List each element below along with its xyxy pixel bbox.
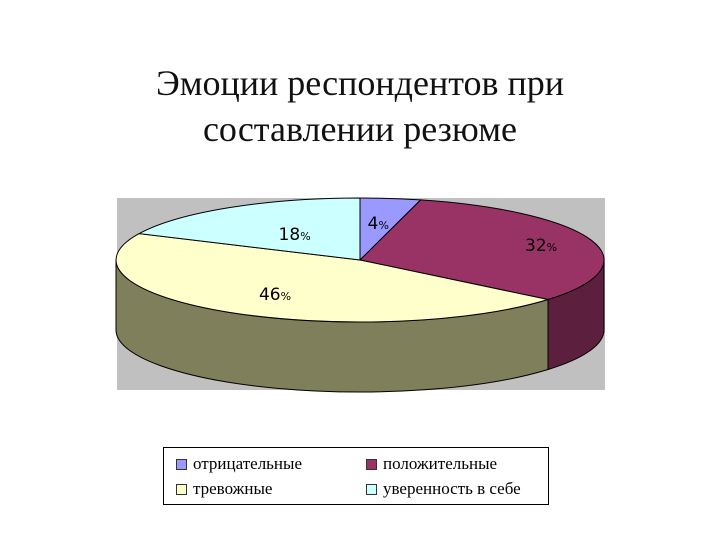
- data-label-1: 32%: [525, 236, 557, 256]
- legend-item-1: положительные: [366, 453, 497, 475]
- data-label-3: 18%: [279, 225, 311, 245]
- legend-label-0: отрицательные: [193, 454, 302, 473]
- data-label-0: 4%: [368, 214, 389, 234]
- legend-swatch-2: [176, 483, 187, 495]
- legend-label-1: положительные: [383, 454, 498, 473]
- legend-item-2: тревожные: [176, 478, 272, 500]
- legend-label-2: тревожные: [193, 479, 273, 498]
- legend-swatch-1: [366, 458, 377, 470]
- slice-top-3: [137, 197, 361, 261]
- data-label-2: 46%: [259, 285, 291, 305]
- legend-label-3: уверенность в себе: [383, 479, 521, 498]
- chart-title-line-1: Эмоции респондентов при: [155, 63, 565, 103]
- chart-title-line-2: составлении резюме: [202, 109, 518, 149]
- legend-item-3: уверенность в себе: [366, 478, 521, 500]
- legend-swatch-3: [366, 483, 377, 495]
- chart-title: Эмоции респондентов при составлении резю…: [60, 60, 660, 152]
- legend-swatch-0: [176, 458, 187, 470]
- slice-top-2: [115, 233, 549, 323]
- legend-item-0: отрицательные: [176, 453, 302, 475]
- legend: отрицательные положительные тревожные ув…: [163, 447, 549, 505]
- slice-top-1: [358, 199, 605, 301]
